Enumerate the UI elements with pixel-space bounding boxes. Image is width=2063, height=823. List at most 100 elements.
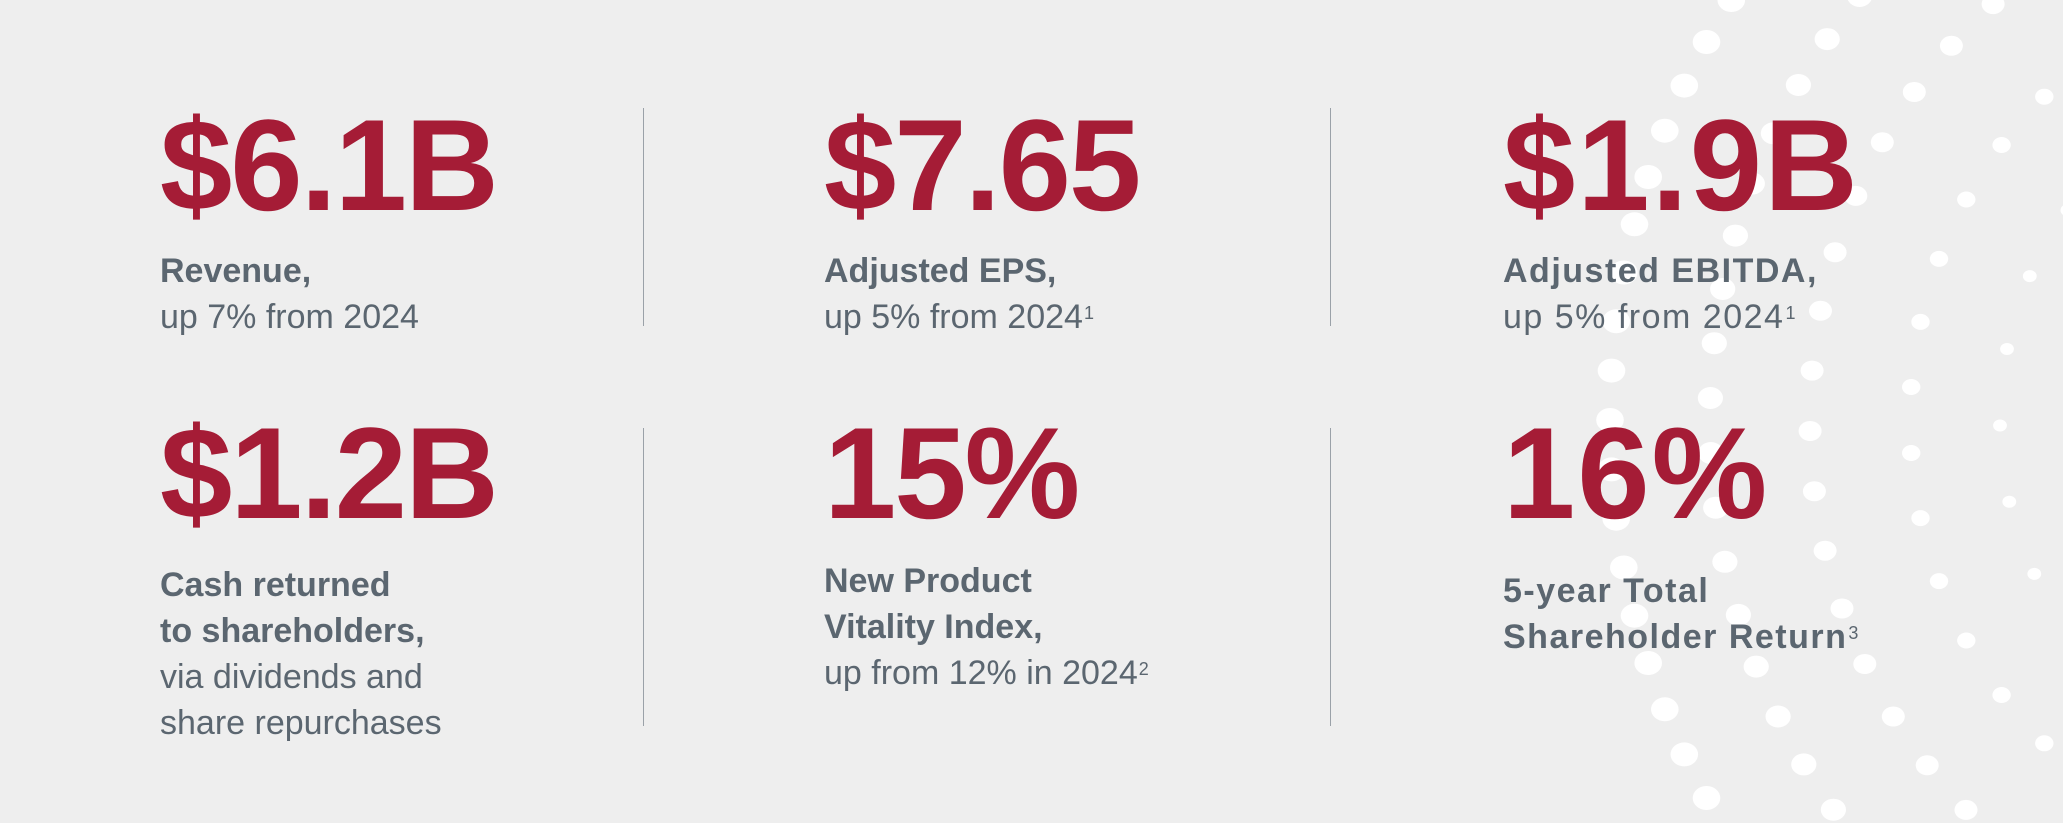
- decorative-dot: [2027, 567, 2042, 580]
- metric-subtext: up from 12% in 20242: [824, 650, 1149, 696]
- metric-value: 16%: [1503, 400, 1770, 546]
- decorative-dot: [1634, 165, 1662, 189]
- decorative-dot: [1692, 30, 1721, 54]
- metric-label: Shareholder Return3: [1503, 614, 1860, 660]
- metric-label: to shareholders,: [160, 612, 425, 650]
- decorative-dot: [1957, 632, 1976, 649]
- decorative-dot: [1698, 442, 1724, 464]
- decorative-dot: [1634, 651, 1662, 675]
- decorative-dot: [1902, 445, 1921, 461]
- decorative-dot: [1954, 799, 1978, 820]
- decorative-dot: [1798, 421, 1822, 441]
- metric-label: Cash returned: [160, 566, 391, 604]
- metric-value: $7.65: [824, 92, 1141, 238]
- divider: [1330, 428, 1331, 726]
- decorative-dot: [1701, 332, 1727, 355]
- decorative-dot: [1620, 212, 1649, 237]
- decorative-dot: [1597, 457, 1626, 482]
- decorative-dot: [1929, 573, 1949, 590]
- metric-revenue: $6.1B Revenue, up 7% from 2024: [160, 92, 499, 340]
- decorative-dot: [1992, 137, 2011, 153]
- divider: [643, 108, 644, 326]
- decorative-dot: [1651, 697, 1679, 722]
- decorative-dot: [1915, 755, 1939, 776]
- decorative-dot: [1911, 510, 1930, 527]
- metric-subtext: via dividends and: [160, 658, 423, 696]
- decorative-dot: [1814, 28, 1840, 51]
- decorative-dot: [1992, 687, 2011, 703]
- decorative-dot: [1670, 73, 1699, 98]
- metric-label: Revenue,: [160, 252, 312, 290]
- decorative-dot: [1765, 705, 1791, 728]
- metric-subtext: up 5% from 20241: [1503, 294, 1860, 340]
- decorative-dot: [1791, 753, 1817, 776]
- footnote-marker: 1: [1785, 303, 1797, 323]
- decorative-dot: [1597, 358, 1626, 383]
- decorative-dot: [1957, 191, 1976, 208]
- footnote-marker: 1: [1083, 303, 1094, 323]
- decorative-dot: [1870, 132, 1894, 153]
- decorative-dot: [2035, 88, 2054, 105]
- decorative-dot: [1712, 550, 1738, 573]
- footnote-marker: 2: [1138, 659, 1149, 679]
- decorative-dot: [1760, 122, 1786, 145]
- decorative-dot: [1830, 598, 1854, 619]
- metric-adjusted-eps: $7.65 Adjusted EPS, up 5% from 20241: [824, 92, 1141, 340]
- decorative-dot: [1902, 379, 1921, 395]
- metric-value: $1.2B: [160, 400, 499, 546]
- decorative-dot: [1911, 313, 1930, 330]
- decorative-dot: [1697, 387, 1723, 409]
- metric-value: 15%: [824, 400, 1080, 546]
- decorative-dot: [1722, 224, 1748, 247]
- metric-adjusted-ebitda: $1.9B Adjusted EBITDA, up 5% from 20241: [1503, 100, 1860, 340]
- metric-cash-returned: $1.2B Cash returned to shareholders, via…: [160, 400, 499, 746]
- decorative-dot: [1800, 360, 1824, 381]
- decorative-dot: [1610, 260, 1638, 285]
- decorative-dot: [2035, 735, 2054, 752]
- decorative-dot: [1939, 35, 1963, 56]
- metric-label: Adjusted EBITDA,: [1503, 252, 1818, 290]
- metric-subtext: share repurchases: [160, 704, 442, 742]
- decorative-dot: [1820, 798, 1846, 821]
- metric-subtext: up 5% from 20241: [824, 294, 1139, 340]
- decorative-dot: [2002, 495, 2017, 508]
- decorative-dot: [2022, 270, 2037, 283]
- decorative-dot: [1620, 603, 1649, 628]
- decorative-dot: [1692, 786, 1721, 810]
- decorative-dot: [1725, 603, 1751, 626]
- decorative-dot: [1993, 419, 2007, 432]
- decorative-dot: [1717, 0, 1746, 12]
- metric-value: $6.1B: [160, 92, 499, 238]
- decorative-dot: [2060, 205, 2063, 215]
- footnote-marker: 3: [1848, 623, 1860, 643]
- decorative-dot: [1809, 300, 1832, 321]
- decorative-dot: [1853, 654, 1877, 674]
- decorative-dot: [1844, 185, 1868, 206]
- decorative-dot: [1902, 82, 1926, 102]
- decorative-dot: [1651, 118, 1679, 143]
- decorative-dot: [1847, 0, 1872, 7]
- decorative-dot: [1710, 278, 1736, 300]
- decorative-dot: [1881, 706, 1905, 727]
- metric-subtext-text: up 5% from 2024: [1503, 298, 1785, 336]
- divider: [1330, 108, 1331, 326]
- metric-subtext-text: up from 12% in 2024: [824, 654, 1138, 692]
- decorative-dot: [1610, 555, 1638, 580]
- decorative-dot: [1823, 242, 1847, 263]
- decorative-dot: [1981, 0, 2005, 15]
- metric-vitality-index: 15% New Product Vitality Index, up from …: [824, 408, 1149, 696]
- metric-subtext: up 7% from 2024: [160, 298, 419, 336]
- metric-subtext-text: up 5% from 2024: [824, 298, 1083, 336]
- decorative-dot: [1602, 506, 1630, 531]
- decorative-dot: [1802, 481, 1826, 502]
- decorative-dot: [1785, 74, 1811, 96]
- metric-label-text: Shareholder Return: [1503, 618, 1848, 656]
- metric-label: Adjusted EPS,: [824, 252, 1057, 290]
- decorative-dot: [2000, 343, 2014, 355]
- metric-total-shareholder-return: 16% 5-year Total Shareholder Return3: [1503, 408, 1860, 660]
- decorative-dot: [1739, 172, 1765, 195]
- decorative-dot: [1602, 309, 1630, 334]
- divider: [643, 428, 644, 726]
- metric-label: 5-year Total: [1503, 572, 1710, 610]
